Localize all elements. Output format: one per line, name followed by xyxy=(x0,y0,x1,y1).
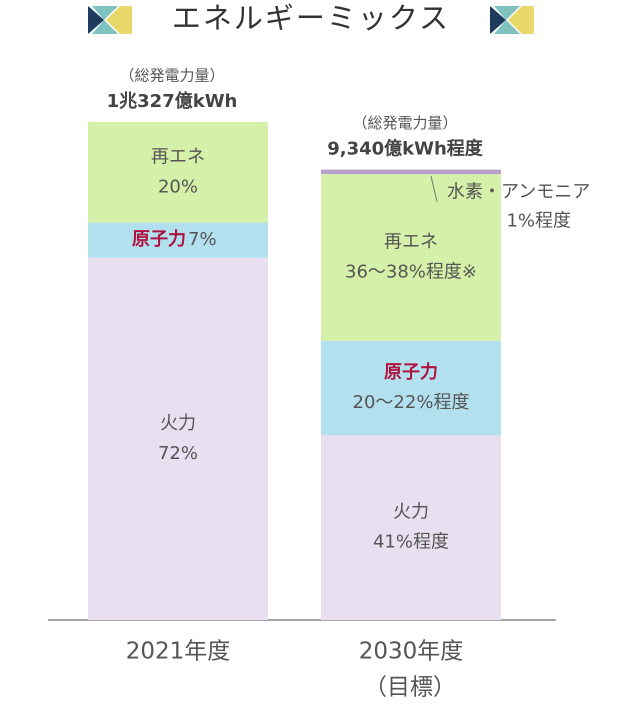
segment-name: 再エネ xyxy=(151,146,205,167)
bar-segment xyxy=(321,340,501,436)
target-label: （目標） xyxy=(364,675,456,701)
segment-value: 7% xyxy=(188,229,217,250)
x-tick-label: 2030年度 xyxy=(359,639,464,665)
total-label: 1兆327億kWh xyxy=(107,90,238,112)
segment-name: 再エネ xyxy=(384,231,438,252)
total-label: 9,340億kWh程度 xyxy=(327,138,484,160)
segment-name: 火力 xyxy=(393,502,429,523)
segment-name: 原子力 xyxy=(384,362,438,383)
segment-name: 原子力 xyxy=(132,229,186,250)
bar-segment xyxy=(321,174,501,341)
bar-segment xyxy=(88,222,268,258)
segment-value: 36〜38%程度※ xyxy=(345,261,477,282)
title-icon-left xyxy=(88,6,132,34)
bar-segment xyxy=(88,122,268,223)
segment-value: 41%程度 xyxy=(373,532,449,553)
x-tick-label: 2021年度 xyxy=(126,639,231,665)
segment-value: 1%程度 xyxy=(506,211,571,232)
segment-value: 20〜22%程度 xyxy=(353,392,470,413)
segment-value: 20% xyxy=(158,176,198,197)
title-icon-right xyxy=(490,6,534,34)
bar-segment xyxy=(321,435,501,620)
segment-value: 72% xyxy=(158,443,198,464)
segment-name: 水素・アンモニア xyxy=(447,182,590,203)
leader-line xyxy=(430,175,438,202)
bar-segment xyxy=(88,257,268,620)
bar-segment xyxy=(321,169,501,175)
total-caption: （総発電力量） xyxy=(119,67,224,85)
total-caption: （総発電力量） xyxy=(352,114,457,132)
chart-title: エネルギーミックス xyxy=(172,1,450,35)
segment-name: 火力 xyxy=(160,413,196,434)
